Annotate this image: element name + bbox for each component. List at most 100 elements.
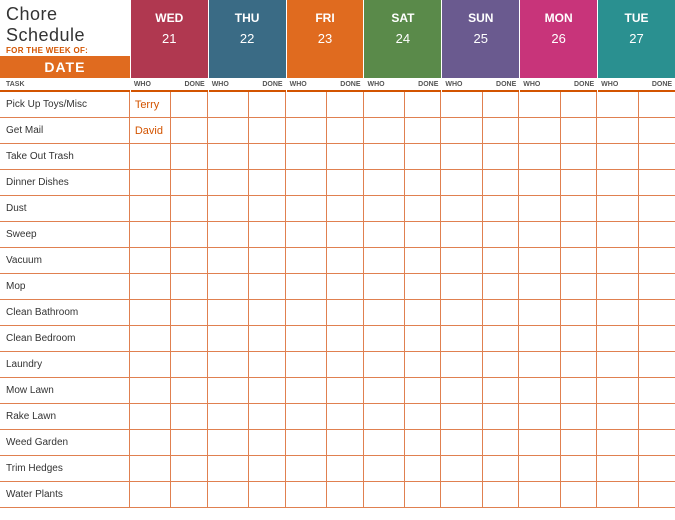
- who-cell[interactable]: [287, 326, 327, 351]
- done-cell[interactable]: [639, 326, 675, 351]
- who-cell[interactable]: [209, 352, 249, 377]
- who-cell[interactable]: [131, 300, 171, 325]
- done-cell[interactable]: [327, 404, 363, 429]
- who-cell[interactable]: [520, 352, 560, 377]
- done-cell[interactable]: [561, 92, 597, 117]
- who-cell[interactable]: [520, 326, 560, 351]
- done-cell[interactable]: [561, 326, 597, 351]
- who-cell[interactable]: [442, 404, 482, 429]
- done-cell[interactable]: [249, 92, 285, 117]
- who-cell[interactable]: [598, 352, 639, 377]
- who-cell[interactable]: [598, 404, 639, 429]
- who-cell[interactable]: [598, 482, 639, 507]
- done-cell[interactable]: [639, 378, 675, 403]
- done-cell[interactable]: [483, 170, 519, 195]
- who-cell[interactable]: [520, 92, 560, 117]
- done-cell[interactable]: [171, 118, 207, 143]
- who-cell[interactable]: [209, 404, 249, 429]
- who-cell[interactable]: [442, 300, 482, 325]
- done-cell[interactable]: [249, 352, 285, 377]
- who-cell[interactable]: [287, 404, 327, 429]
- who-cell[interactable]: [364, 300, 404, 325]
- who-cell[interactable]: [287, 222, 327, 247]
- done-cell[interactable]: [327, 170, 363, 195]
- who-cell[interactable]: [209, 326, 249, 351]
- who-cell[interactable]: [131, 378, 171, 403]
- who-cell[interactable]: [520, 274, 560, 299]
- done-cell[interactable]: [561, 456, 597, 481]
- who-cell[interactable]: [442, 274, 482, 299]
- done-cell[interactable]: [561, 118, 597, 143]
- who-cell[interactable]: [364, 456, 404, 481]
- done-cell[interactable]: [639, 404, 675, 429]
- done-cell[interactable]: [561, 352, 597, 377]
- who-cell[interactable]: [520, 196, 560, 221]
- done-cell[interactable]: [561, 274, 597, 299]
- done-cell[interactable]: [171, 430, 207, 455]
- done-cell[interactable]: [405, 170, 441, 195]
- done-cell[interactable]: [405, 430, 441, 455]
- who-cell[interactable]: [520, 430, 560, 455]
- who-cell[interactable]: [520, 300, 560, 325]
- done-cell[interactable]: [327, 430, 363, 455]
- done-cell[interactable]: [249, 482, 285, 507]
- done-cell[interactable]: [171, 300, 207, 325]
- done-cell[interactable]: [171, 404, 207, 429]
- done-cell[interactable]: [249, 300, 285, 325]
- done-cell[interactable]: [171, 144, 207, 169]
- done-cell[interactable]: [639, 352, 675, 377]
- done-cell[interactable]: [405, 144, 441, 169]
- done-cell[interactable]: [249, 248, 285, 273]
- done-cell[interactable]: [483, 144, 519, 169]
- done-cell[interactable]: [171, 456, 207, 481]
- who-cell[interactable]: [131, 352, 171, 377]
- who-cell[interactable]: [364, 352, 404, 377]
- who-cell[interactable]: David: [131, 118, 171, 143]
- who-cell[interactable]: [364, 222, 404, 247]
- done-cell[interactable]: [171, 378, 207, 403]
- who-cell[interactable]: [209, 144, 249, 169]
- who-cell[interactable]: [287, 248, 327, 273]
- done-cell[interactable]: [639, 482, 675, 507]
- done-cell[interactable]: [249, 430, 285, 455]
- who-cell[interactable]: [598, 144, 639, 169]
- done-cell[interactable]: [171, 326, 207, 351]
- done-cell[interactable]: [171, 196, 207, 221]
- who-cell[interactable]: [131, 326, 171, 351]
- who-cell[interactable]: [131, 430, 171, 455]
- who-cell[interactable]: [131, 274, 171, 299]
- done-cell[interactable]: [639, 248, 675, 273]
- done-cell[interactable]: [639, 274, 675, 299]
- done-cell[interactable]: [171, 248, 207, 273]
- who-cell[interactable]: [209, 482, 249, 507]
- done-cell[interactable]: [483, 430, 519, 455]
- done-cell[interactable]: [171, 274, 207, 299]
- who-cell[interactable]: [442, 222, 482, 247]
- done-cell[interactable]: [561, 300, 597, 325]
- who-cell[interactable]: [209, 378, 249, 403]
- done-cell[interactable]: [249, 170, 285, 195]
- done-cell[interactable]: [405, 248, 441, 273]
- who-cell[interactable]: [364, 378, 404, 403]
- done-cell[interactable]: [327, 274, 363, 299]
- done-cell[interactable]: [249, 274, 285, 299]
- done-cell[interactable]: [249, 144, 285, 169]
- who-cell[interactable]: [364, 326, 404, 351]
- who-cell[interactable]: [442, 196, 482, 221]
- who-cell[interactable]: [287, 430, 327, 455]
- done-cell[interactable]: [327, 482, 363, 507]
- done-cell[interactable]: [639, 430, 675, 455]
- done-cell[interactable]: [405, 482, 441, 507]
- done-cell[interactable]: [483, 222, 519, 247]
- done-cell[interactable]: [561, 430, 597, 455]
- who-cell[interactable]: [287, 482, 327, 507]
- who-cell[interactable]: [287, 144, 327, 169]
- who-cell[interactable]: [209, 196, 249, 221]
- who-cell[interactable]: [287, 92, 327, 117]
- done-cell[interactable]: [639, 170, 675, 195]
- who-cell[interactable]: [364, 92, 404, 117]
- who-cell[interactable]: [442, 144, 482, 169]
- done-cell[interactable]: [171, 92, 207, 117]
- who-cell[interactable]: [520, 378, 560, 403]
- done-cell[interactable]: [639, 118, 675, 143]
